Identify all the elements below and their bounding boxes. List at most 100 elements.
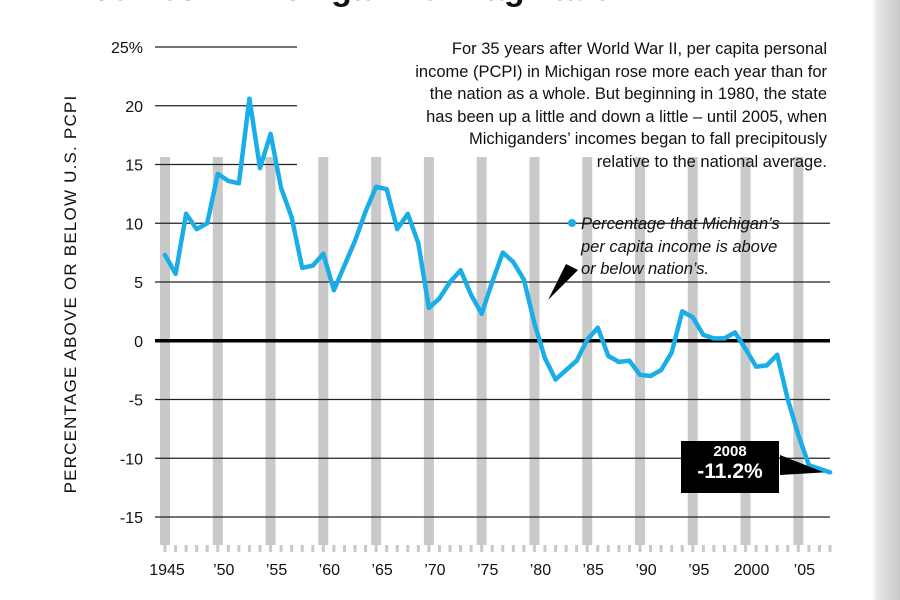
data-point [658, 367, 664, 373]
x-tick-label: ’95 [688, 562, 709, 579]
year-band-bar [582, 157, 593, 545]
year-tick-mark [554, 545, 558, 552]
data-point [732, 330, 738, 335]
year-band-bar [212, 157, 223, 545]
page-edge-shadow [872, 0, 900, 600]
data-point [426, 305, 432, 311]
callout-year: 2008 [713, 443, 747, 460]
data-point [785, 397, 790, 402]
y-tick-label: -15 [120, 510, 143, 527]
year-tick-mark [659, 545, 663, 552]
y-axis-title: PERCENTAGE ABOVE OR BELOW U.S. PCPI [61, 95, 80, 494]
data-point [827, 470, 833, 475]
year-band-bar [793, 157, 804, 545]
x-tick-label: 2000 [734, 562, 770, 579]
year-band-bar [265, 157, 276, 545]
year-tick-mark [300, 545, 304, 552]
data-point [711, 336, 717, 341]
legend-first-line: Percentage that Michigan’s [568, 213, 808, 236]
data-point [247, 96, 252, 101]
legend-text: Percentage that Michigan’s [581, 215, 780, 233]
data-point [722, 336, 727, 341]
year-tick-mark [237, 545, 241, 552]
x-tick-label: ’70 [424, 562, 445, 579]
year-tick-mark [575, 545, 579, 552]
year-band-bar [318, 157, 329, 545]
year-tick-mark [427, 545, 431, 552]
year-tick-mark [364, 545, 368, 552]
data-point [416, 241, 421, 246]
data-point [194, 226, 199, 232]
year-tick-mark [332, 545, 336, 552]
data-point [468, 292, 474, 298]
data-point [458, 268, 463, 273]
year-tick-mark [290, 545, 294, 552]
year-tick-mark [522, 545, 526, 552]
year-tick-mark [184, 545, 188, 552]
year-tick-mark [670, 545, 674, 552]
series-line [162, 96, 833, 475]
data-point [764, 363, 769, 368]
data-point [268, 131, 273, 137]
data-point [342, 263, 347, 268]
data-point [395, 226, 400, 232]
year-tick-mark [733, 545, 737, 552]
y-tick-label: 15 [125, 158, 143, 175]
y-tick-label: 10 [125, 216, 143, 233]
year-band-bar [423, 157, 434, 545]
data-point [300, 265, 305, 271]
intro-annotation: For 35 years after World War II, per cap… [300, 38, 827, 173]
data-point [616, 359, 622, 365]
x-tick-label: ’55 [266, 562, 287, 579]
data-point [447, 279, 453, 285]
year-tick-mark [765, 545, 769, 552]
year-tick-mark [216, 545, 220, 552]
year-tick-mark [680, 545, 684, 552]
x-tick-label: ’90 [635, 562, 656, 579]
data-point [574, 358, 579, 363]
year-tick-mark [596, 545, 600, 552]
data-point [511, 259, 516, 265]
data-point [648, 373, 653, 379]
data-point [669, 350, 674, 355]
data-point [384, 186, 389, 192]
year-tick-mark [163, 545, 167, 552]
data-point [680, 309, 685, 314]
data-point [753, 364, 759, 369]
data-point [352, 238, 358, 244]
x-tick-label: ’85 [583, 562, 604, 579]
data-point [215, 171, 220, 177]
data-point [205, 221, 210, 226]
year-tick-mark [258, 545, 262, 552]
intro-line: Michiganders’ incomes began to fall prec… [469, 130, 827, 148]
year-tick-mark [817, 545, 821, 552]
year-tick-mark [712, 545, 716, 552]
data-point [595, 325, 600, 331]
year-tick-mark [353, 545, 357, 552]
year-band-bar [635, 157, 645, 545]
data-point [310, 263, 315, 268]
year-tick-mark [342, 545, 346, 552]
legend: Percentage that Michigan’s per capita in… [568, 213, 808, 281]
data-point [585, 337, 590, 342]
y-tick-label: 0 [134, 334, 143, 351]
year-tick-mark [311, 545, 315, 552]
x-tick-label: ’05 [794, 562, 815, 579]
final-value-callout: 2008 -11.2% [681, 441, 779, 493]
year-tick-mark [395, 545, 399, 552]
data-point [500, 250, 505, 255]
year-tick-mark [174, 545, 178, 552]
legend-text: or below nation’s. [581, 260, 710, 278]
year-tick-mark [744, 545, 748, 552]
y-tick-label: 5 [134, 275, 143, 292]
data-point [775, 352, 780, 358]
year-tick-mark [321, 545, 325, 552]
year-tick-mark [374, 545, 378, 552]
year-tick-mark [205, 545, 209, 552]
x-tick-label: ’60 [319, 562, 340, 579]
data-point [553, 377, 558, 382]
year-tick-mark [532, 545, 536, 552]
year-tick-mark [195, 545, 199, 552]
year-tick-mark [469, 545, 473, 552]
year-tick-mark [585, 545, 589, 552]
